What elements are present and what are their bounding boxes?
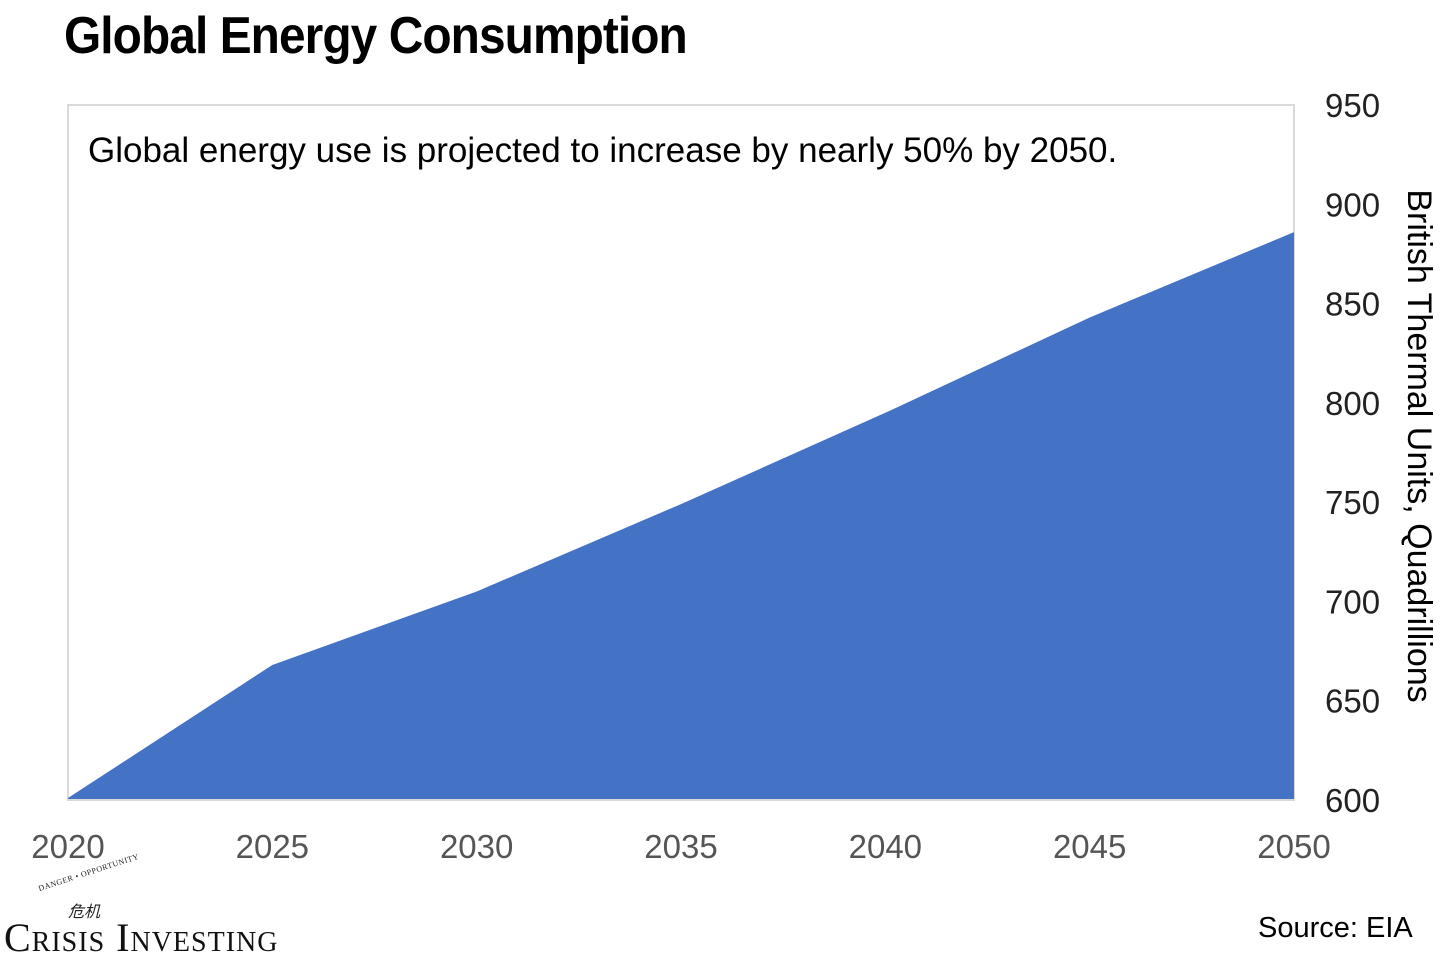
chart-title: Global Energy Consumption xyxy=(64,7,688,65)
y-tick-950: 950 xyxy=(1325,87,1380,124)
y-tick-600: 600 xyxy=(1325,782,1380,819)
x-tick-2025: 2025 xyxy=(236,828,309,865)
y-axis-label: British Thermal Units, Quadrillions xyxy=(1400,189,1438,702)
y-tick-850: 850 xyxy=(1325,286,1380,323)
y-tick-800: 800 xyxy=(1325,385,1380,422)
x-tick-2030: 2030 xyxy=(440,828,513,865)
x-tick-2035: 2035 xyxy=(644,828,717,865)
crisis-investing-logo: DANGER • OPPORTUNITY 危机 Crisis Investing xyxy=(4,852,354,964)
x-axis-ticks: 2020 2025 2030 2035 2040 2045 2050 xyxy=(31,828,1330,865)
x-tick-2045: 2045 xyxy=(1053,828,1126,865)
x-tick-2020: 2020 xyxy=(31,828,104,865)
y-tick-700: 700 xyxy=(1325,583,1380,620)
y-tick-650: 650 xyxy=(1325,683,1380,720)
y-tick-750: 750 xyxy=(1325,484,1380,521)
series-area xyxy=(68,232,1294,801)
y-axis-ticks: 600 650 700 750 800 850 900 950 xyxy=(1325,87,1380,819)
source-note: Source: EIA xyxy=(1258,912,1413,944)
chart-annotation: Global energy use is projected to increa… xyxy=(88,131,1117,170)
logo-glyph: 危机 xyxy=(68,902,101,921)
y-tick-900: 900 xyxy=(1325,186,1380,223)
x-tick-2050: 2050 xyxy=(1257,828,1330,865)
x-tick-2040: 2040 xyxy=(849,828,922,865)
logo-wordmark: Crisis Investing xyxy=(4,915,279,960)
